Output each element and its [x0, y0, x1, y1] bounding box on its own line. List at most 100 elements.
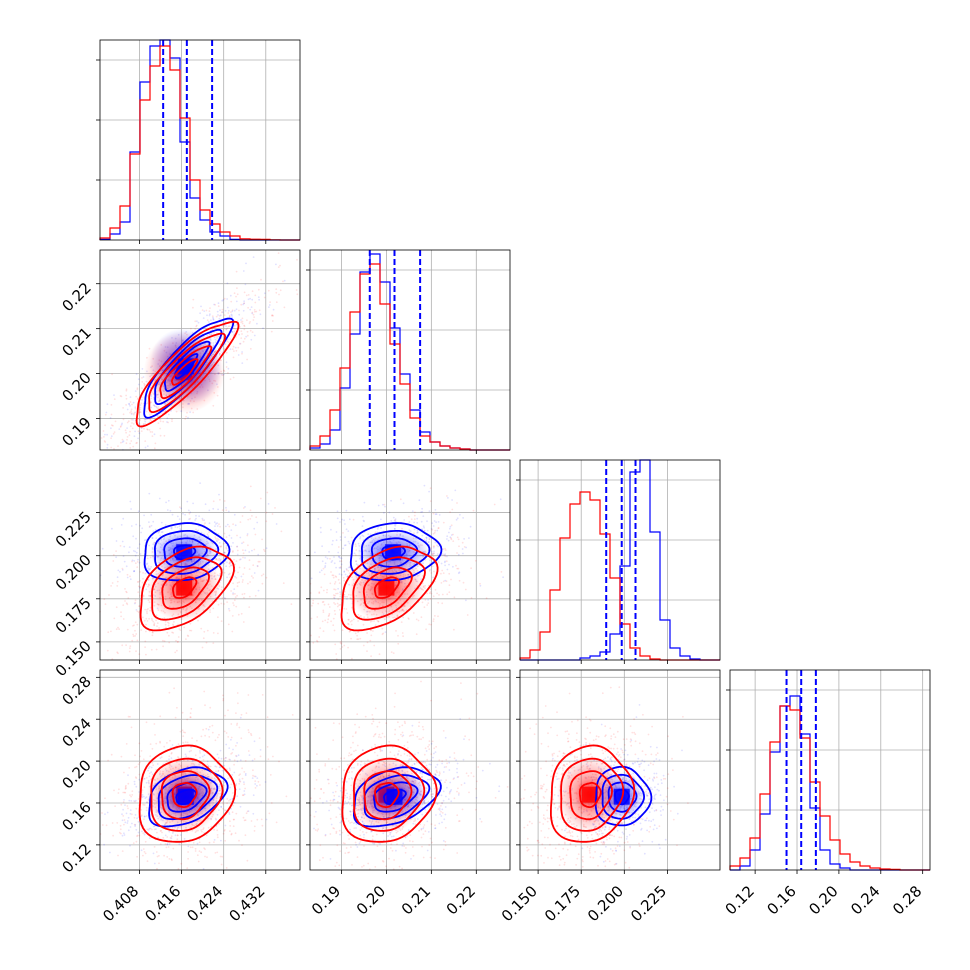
sample-point	[158, 627, 161, 629]
sample-point	[186, 718, 189, 721]
sample-point	[341, 518, 343, 521]
sample-point	[225, 565, 228, 568]
sample-point	[121, 644, 124, 647]
sample-point	[448, 591, 451, 594]
sample-point	[248, 595, 251, 598]
sample-point	[162, 836, 165, 839]
sample-point	[321, 545, 323, 548]
sample-point	[201, 830, 203, 833]
sample-point	[285, 795, 288, 798]
sample-point	[350, 637, 352, 640]
sample-point	[444, 553, 447, 556]
sample-point	[346, 595, 348, 598]
sample-point	[100, 437, 103, 439]
sample-point	[133, 816, 136, 819]
sample-point	[448, 572, 451, 575]
sample-point	[212, 331, 215, 334]
sample-point	[295, 289, 298, 291]
sample-point	[208, 310, 211, 312]
sample-point	[436, 529, 439, 532]
sample-point	[134, 629, 136, 632]
sample-point	[145, 777, 148, 779]
sample-point	[348, 838, 350, 840]
sample-point	[152, 520, 155, 523]
sample-point	[162, 410, 165, 413]
sample-point	[457, 567, 460, 570]
sample-point	[214, 765, 217, 768]
sample-point	[408, 515, 410, 518]
sample-point	[357, 613, 360, 616]
sample-point	[174, 716, 177, 719]
sample-point	[131, 560, 133, 563]
sample-point	[343, 607, 346, 610]
sample-point	[187, 635, 190, 637]
sample-point	[133, 412, 136, 415]
sample-point	[410, 518, 413, 521]
sample-point	[121, 834, 124, 837]
sample-point	[126, 603, 129, 606]
sample-point	[256, 565, 259, 567]
sample-point	[208, 531, 210, 533]
sample-point	[168, 755, 171, 758]
sample-point	[343, 644, 346, 647]
sample-point	[156, 867, 158, 870]
sample-point	[349, 746, 352, 749]
sample-point	[211, 315, 214, 318]
sample-point	[121, 438, 124, 441]
sample-point	[208, 333, 211, 336]
sample-point	[132, 633, 135, 636]
sample-point	[187, 509, 190, 512]
sample-point	[359, 536, 362, 538]
sample-point	[110, 585, 112, 587]
sample-point	[214, 529, 216, 532]
sample-point	[452, 565, 454, 568]
sample-point	[247, 544, 249, 547]
sample-point	[425, 628, 427, 631]
sample-point	[436, 553, 439, 555]
axes-frame-1-1	[309, 249, 511, 451]
sample-point	[113, 398, 116, 400]
x-axis-2-2	[537, 660, 668, 664]
sample-point	[222, 328, 225, 331]
sample-point	[224, 714, 226, 717]
sample-point	[207, 826, 210, 829]
sample-point	[188, 518, 191, 521]
sample-point	[430, 547, 432, 549]
sample-point	[133, 800, 136, 802]
sample-point	[168, 843, 171, 845]
sample-point	[204, 503, 207, 506]
sample-point	[259, 497, 262, 500]
sample-point	[247, 750, 250, 752]
sample-point	[127, 816, 130, 819]
sample-point	[217, 770, 220, 772]
sample-point	[112, 424, 114, 427]
sample-point	[179, 506, 181, 508]
y-tick-label: 0.200	[52, 551, 95, 594]
sample-point	[244, 557, 246, 559]
sample-point	[129, 401, 132, 403]
sample-point	[138, 791, 141, 793]
sample-point	[277, 266, 280, 268]
sample-point	[184, 741, 187, 743]
sample-point	[135, 765, 138, 768]
sample-point	[238, 333, 241, 336]
sample-point	[134, 430, 137, 433]
sample-point	[122, 555, 125, 557]
x-axis-0-0	[139, 240, 267, 244]
sample-point	[326, 557, 329, 560]
sample-point	[240, 575, 243, 578]
sample-point	[413, 528, 416, 531]
sample-point	[164, 620, 167, 623]
sample-point	[171, 631, 174, 634]
sample-point	[148, 775, 151, 778]
sample-point	[232, 792, 234, 794]
sample-point	[336, 592, 339, 595]
sample-point	[189, 716, 192, 719]
sample-point	[446, 538, 448, 540]
axes-frame-0-0	[99, 39, 301, 241]
sample-point	[252, 256, 255, 258]
sample-point	[296, 258, 298, 261]
sample-point	[233, 604, 235, 607]
sample-point	[239, 558, 242, 561]
sample-point	[258, 309, 261, 312]
